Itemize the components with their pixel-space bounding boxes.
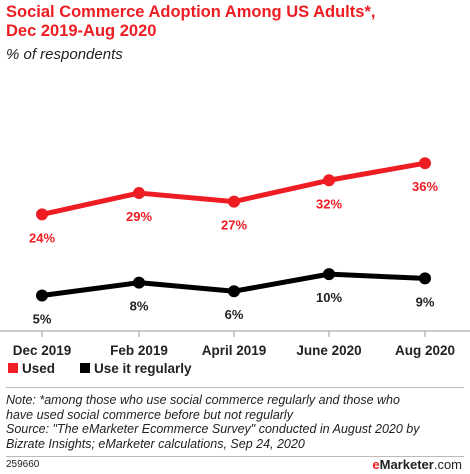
data-point — [36, 208, 48, 221]
brand-logo-e: e — [372, 457, 380, 472]
line-chart: Dec 2019 Feb 2019 April 2019 June 2020 Aug 2… — [0, 157, 470, 376]
data-label: 5% — [33, 311, 52, 326]
data-point — [228, 195, 240, 208]
data-point — [36, 289, 48, 302]
brand-logo: eMarketer.com — [372, 457, 462, 472]
data-point — [419, 157, 431, 170]
footnote-line4: Bizrate Insights; eMarketer calculations… — [6, 436, 305, 451]
chart-title: Social Commerce Adoption Among US Adults… — [6, 3, 466, 41]
data-point — [133, 187, 145, 200]
data-label: 8% — [130, 299, 149, 314]
data-label: 29% — [126, 209, 152, 224]
legend-swatch — [8, 363, 18, 373]
x-tick-label: Dec 2019 — [13, 343, 72, 358]
footnote-line2: have used social commerce before but not… — [6, 407, 293, 422]
data-label: 27% — [221, 218, 247, 233]
x-tick-label: Aug 2020 — [395, 343, 455, 358]
data-point — [323, 268, 335, 281]
legend-label: Use it regularly — [94, 361, 192, 376]
chart-subtitle: % of respondents — [6, 46, 123, 63]
legend-label: Used — [22, 361, 55, 376]
chart-title-line2: Dec 2019-Aug 2020 — [6, 22, 157, 40]
data-point — [323, 174, 335, 187]
brand-logo-name: Marketer — [379, 457, 434, 472]
legend-swatch — [80, 363, 90, 373]
data-label: 32% — [316, 196, 342, 211]
data-label: 9% — [416, 294, 435, 309]
footnote: Note: *among those who use social commer… — [6, 393, 466, 451]
data-point — [419, 272, 431, 285]
x-tick-label: Feb 2019 — [110, 343, 168, 358]
divider — [6, 456, 464, 457]
brand-logo-suffix: .com — [433, 457, 462, 472]
chart-title-line1: Social Commerce Adoption Among US Adults… — [6, 3, 376, 21]
x-tick-label: June 2020 — [296, 343, 361, 358]
data-label: 24% — [29, 230, 55, 245]
x-tick-label: April 2019 — [202, 343, 267, 358]
data-label: 36% — [412, 179, 438, 194]
data-label: 10% — [316, 290, 342, 305]
chart-code: 259660 — [6, 459, 40, 470]
divider — [6, 387, 464, 388]
footnote-line1: Note: *among those who use social commer… — [6, 393, 400, 407]
data-point — [133, 276, 145, 289]
footnote-line3: Source: "The eMarketer Ecommerce Survey"… — [6, 422, 420, 436]
data-label: 6% — [225, 307, 244, 322]
data-point — [228, 285, 240, 298]
